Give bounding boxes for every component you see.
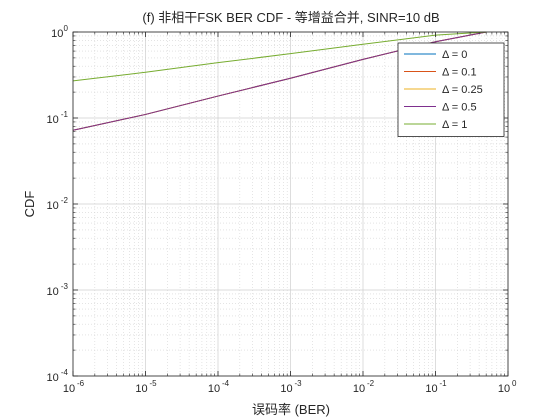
grid-lines [72, 31, 509, 377]
x-tick-label: 10 [353, 383, 365, 395]
y-tick-label-exponent: -1 [61, 110, 69, 119]
y-axis-label: CDF [22, 191, 37, 218]
legend-label: Δ = 0.5 [442, 102, 477, 114]
legend: Δ = 0 Δ = 0.1 Δ = 0.25 Δ = 0.5 Δ = 1 [397, 42, 505, 137]
y-tick-label: 10 [51, 28, 63, 40]
x-tick-label: 10 [280, 383, 292, 395]
x-tick-label-exponent: -6 [77, 379, 85, 388]
y-tick-label: 10 [47, 372, 59, 384]
x-tick-label-exponent: -5 [150, 379, 158, 388]
y-tick-label-exponent: -4 [61, 368, 69, 377]
x-tick-label-exponent: 0 [512, 379, 517, 388]
legend-label: Δ = 1 [442, 119, 467, 131]
x-tick-label-exponent: -3 [295, 379, 303, 388]
legend-label: Δ = 0 [442, 49, 467, 61]
axis-ticks: 10 -6 10 -5 10 -4 10 -3 10 -2 10 -1 10 0-410-310-210-… [47, 24, 517, 395]
data-series [72, 31, 487, 131]
y-tick-label-exponent: 0 [64, 24, 69, 33]
y-tick-label-exponent: -3 [61, 282, 69, 291]
y-tick-label-exponent: -2 [61, 196, 69, 205]
x-tick-label: 10 [425, 383, 437, 395]
x-tick-label: 10 [135, 383, 147, 395]
legend-label: Δ = 0.25 [442, 84, 483, 96]
x-tick-label: 10 [208, 383, 220, 395]
y-tick-label: 10 [47, 114, 59, 126]
legend-box [397, 42, 505, 137]
x-tick-label-exponent: -2 [367, 379, 375, 388]
x-tick-label: 10 [498, 383, 510, 395]
series-line [72, 31, 487, 131]
legend-label: Δ = 0.1 [442, 67, 477, 79]
x-tick-label-exponent: -1 [440, 379, 448, 388]
x-tick-label: 10 [63, 383, 75, 395]
x-tick-label-exponent: -4 [222, 379, 230, 388]
y-tick-label: 10 [47, 200, 59, 212]
x-axis-label: 误码率 (BER) [252, 402, 330, 417]
chart-title: (f) 非相干FSK BER CDF - 等增益合并, SINR=10 dB [142, 10, 439, 25]
y-tick-label: 10 [47, 286, 59, 298]
